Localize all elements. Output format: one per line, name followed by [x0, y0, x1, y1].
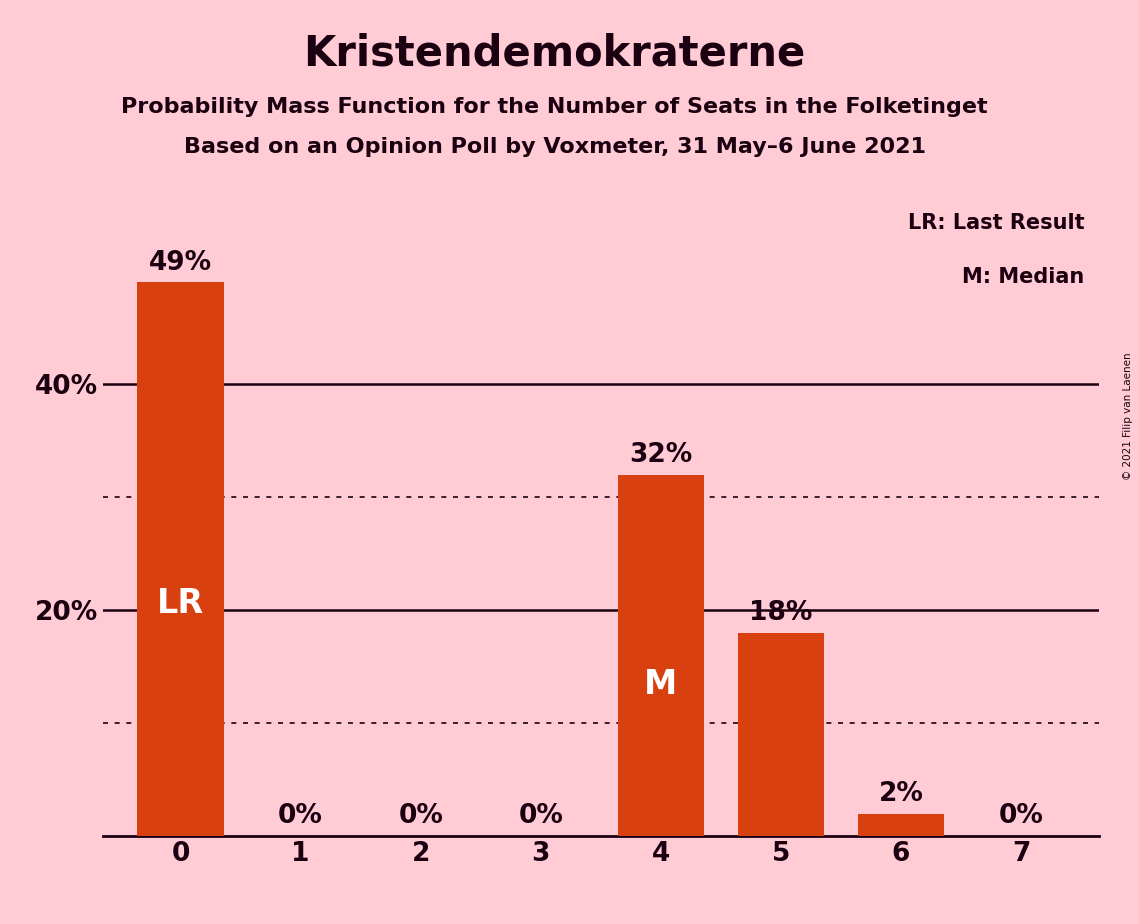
Text: 32%: 32%: [629, 442, 693, 468]
Text: 2%: 2%: [878, 781, 924, 807]
Text: Probability Mass Function for the Number of Seats in the Folketinget: Probability Mass Function for the Number…: [122, 97, 988, 117]
Text: 0%: 0%: [278, 804, 323, 830]
Text: © 2021 Filip van Laenen: © 2021 Filip van Laenen: [1123, 352, 1133, 480]
Text: 0%: 0%: [518, 804, 563, 830]
Text: M: Median: M: Median: [962, 266, 1084, 286]
Text: LR: LR: [157, 587, 204, 620]
Text: M: M: [645, 668, 678, 700]
Text: 49%: 49%: [149, 249, 212, 275]
Bar: [858, 814, 944, 836]
Text: 0%: 0%: [399, 804, 443, 830]
Bar: [617, 475, 704, 836]
Text: Kristendemokraterne: Kristendemokraterne: [304, 32, 805, 74]
Bar: [138, 283, 223, 836]
Text: 18%: 18%: [749, 600, 812, 626]
Text: Based on an Opinion Poll by Voxmeter, 31 May–6 June 2021: Based on an Opinion Poll by Voxmeter, 31…: [183, 137, 926, 157]
Text: 0%: 0%: [999, 804, 1043, 830]
Bar: [738, 633, 825, 836]
Text: LR: Last Result: LR: Last Result: [908, 213, 1084, 233]
